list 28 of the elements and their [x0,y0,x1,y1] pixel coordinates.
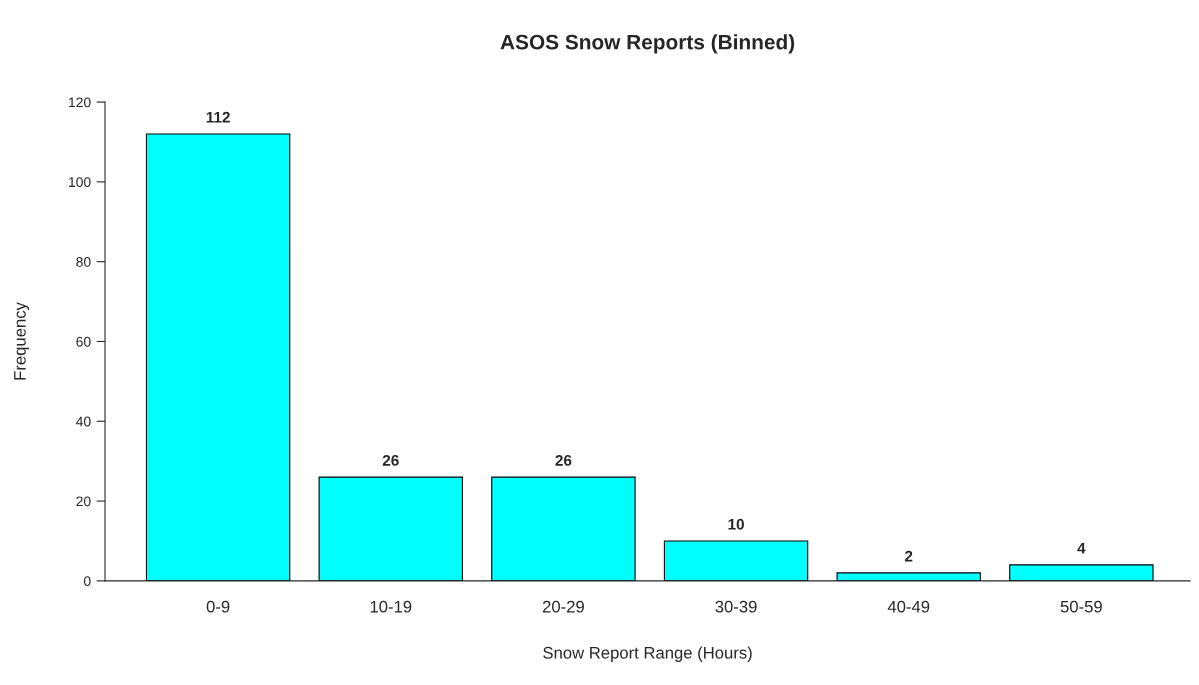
data-label: 2 [904,550,913,562]
x-tick-label: 20-29 [542,600,584,613]
x-tick-label: 40-49 [887,600,930,613]
y-tick-label: 20 [76,496,91,507]
bar [491,476,636,581]
y-tick-label: 80 [76,257,91,267]
data-label: 10 [728,518,744,530]
y-tick-label: 40 [76,416,91,427]
y-tick-label: 100 [69,177,91,188]
bar [1009,564,1154,581]
x-tick-label: 50-59 [1060,600,1102,613]
x-tick-label: 0-9 [206,600,230,613]
x-tick-label: 30-39 [715,600,757,613]
data-label: 26 [555,454,572,466]
data-label: 26 [382,454,399,466]
bar [145,133,291,581]
y-axis-title: Frequency [14,302,30,380]
x-axis-title: Snow Report Range (Hours) [543,646,752,662]
data-label: 112 [206,111,230,123]
chart-title: ASOS Snow Reports (Binned) [500,34,795,54]
x-tick-label: 10-19 [370,600,412,613]
y-tick-label: 60 [76,336,91,347]
y-tick-label: 120 [69,97,91,108]
y-tick-label: 0 [83,576,91,587]
bar [836,572,981,581]
data-label: 4 [1077,542,1086,554]
bar [663,540,809,581]
bar [318,476,463,581]
